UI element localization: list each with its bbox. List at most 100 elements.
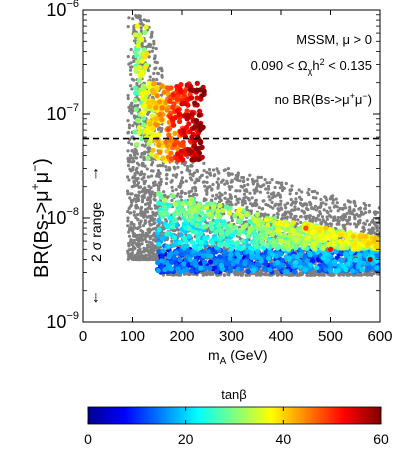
excluded-point	[194, 186, 198, 190]
allowed-point	[252, 231, 258, 237]
allowed-point	[316, 232, 322, 238]
allowed-point	[157, 149, 163, 156]
allowed-point	[234, 258, 240, 264]
excluded-point	[282, 186, 286, 190]
excluded-point	[299, 220, 303, 224]
excluded-point	[315, 208, 319, 212]
excluded-point	[145, 167, 149, 171]
excluded-point	[135, 82, 139, 86]
excluded-point	[192, 192, 197, 196]
excluded-point	[256, 175, 260, 180]
excluded-point	[317, 273, 321, 277]
excluded-point	[240, 273, 244, 277]
allowed-point	[278, 251, 284, 257]
excluded-point	[227, 173, 231, 177]
excluded-point	[346, 199, 350, 203]
allowed-point	[146, 80, 152, 86]
excluded-point	[321, 218, 325, 222]
excluded-point	[246, 183, 250, 187]
allowed-point	[196, 250, 202, 257]
allowed-point	[172, 201, 178, 207]
allowed-point	[264, 229, 270, 235]
excluded-point	[216, 177, 220, 181]
excluded-point	[296, 218, 300, 222]
excluded-point	[331, 273, 335, 277]
allowed-point	[312, 235, 318, 241]
allowed-point	[253, 243, 259, 249]
allowed-point	[189, 239, 195, 245]
allowed-point	[156, 218, 162, 224]
excluded-point	[129, 72, 133, 77]
allowed-point	[292, 236, 299, 243]
excluded-point	[197, 178, 201, 183]
allowed-point	[203, 223, 209, 229]
excluded-point	[328, 206, 332, 210]
allowed-point	[183, 239, 189, 245]
excluded-point	[210, 188, 214, 192]
excluded-point	[294, 197, 298, 201]
excluded-point	[205, 188, 209, 192]
x-tick-label: 500	[318, 328, 343, 345]
allowed-point	[195, 235, 201, 241]
allowed-point	[331, 233, 337, 239]
allowed-point	[197, 123, 203, 130]
excluded-point	[208, 171, 212, 175]
excluded-point	[205, 192, 209, 196]
allowed-point	[287, 233, 293, 239]
excluded-point	[211, 182, 215, 187]
excluded-point	[284, 206, 288, 210]
allowed-point	[241, 224, 247, 230]
allowed-point	[357, 233, 363, 239]
excluded-point	[135, 233, 139, 238]
excluded-point	[283, 213, 287, 217]
excluded-point	[131, 56, 135, 60]
excluded-point	[353, 204, 358, 208]
excluded-point	[175, 173, 179, 177]
allowed-point	[136, 77, 142, 83]
allowed-point	[180, 200, 186, 207]
excluded-point	[132, 25, 136, 29]
excluded-point	[142, 193, 146, 197]
excluded-point	[229, 200, 233, 204]
excluded-point	[297, 207, 301, 211]
allowed-point	[197, 140, 204, 146]
allowed-point	[141, 102, 147, 108]
excluded-point	[150, 49, 154, 53]
excluded-point	[312, 216, 316, 220]
excluded-point	[147, 253, 151, 257]
allowed-point	[217, 242, 223, 248]
excluded-point	[353, 213, 357, 218]
allowed-point	[156, 142, 162, 148]
excluded-point	[248, 173, 252, 177]
excluded-point	[128, 196, 132, 200]
allowed-point	[140, 110, 146, 116]
excluded-point	[179, 181, 183, 185]
excluded-point	[238, 179, 242, 183]
excluded-point	[263, 212, 267, 216]
allowed-point	[194, 145, 200, 152]
allowed-point	[338, 257, 344, 263]
allowed-point	[277, 219, 283, 225]
excluded-point	[241, 203, 245, 207]
excluded-point	[142, 18, 146, 22]
excluded-point	[153, 194, 157, 198]
excluded-point	[233, 177, 237, 181]
excluded-point	[188, 172, 192, 176]
excluded-point	[332, 215, 336, 219]
excluded-point	[139, 26, 143, 30]
allowed-point	[278, 238, 284, 244]
excluded-point	[326, 211, 330, 215]
excluded-point	[316, 214, 320, 218]
excluded-point	[216, 169, 220, 173]
excluded-point	[154, 183, 158, 187]
excluded-point	[321, 201, 325, 205]
excluded-point	[131, 135, 135, 139]
excluded-point	[304, 202, 308, 206]
excluded-point	[143, 257, 147, 261]
allowed-point	[169, 156, 175, 162]
excluded-point	[183, 191, 187, 195]
excluded-point	[202, 272, 206, 276]
excluded-point	[130, 192, 134, 196]
allowed-point	[150, 126, 156, 132]
excluded-point	[228, 193, 232, 197]
